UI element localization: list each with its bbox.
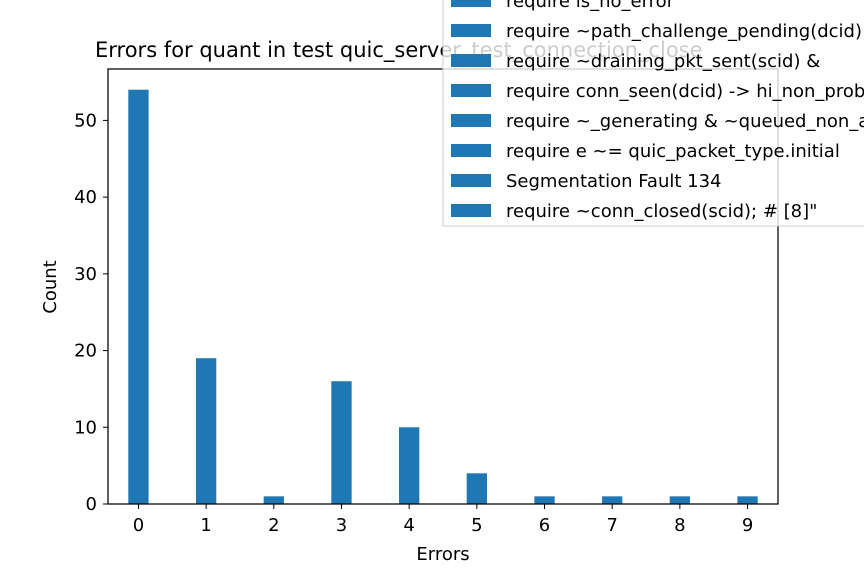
x-tick-label: 0 (133, 515, 144, 536)
legend-label: require conn_seen(dcid) -> hi_non_probin… (506, 81, 864, 102)
legend-label: require ~draining_pkt_sent(scid) & (506, 51, 820, 72)
x-tick-label: 7 (606, 515, 617, 536)
x-tick-label: 6 (539, 515, 550, 536)
legend-label: require ~path_challenge_pending(dcid) (506, 21, 862, 42)
x-tick-label: 9 (742, 515, 753, 536)
bar-5 (466, 473, 487, 504)
x-tick-label: 3 (336, 515, 347, 536)
legend-swatch (451, 144, 491, 157)
x-tick-label: 1 (200, 515, 211, 536)
x-tick-label: 5 (471, 515, 482, 536)
x-tick-label: 4 (403, 515, 414, 536)
bar-2 (263, 496, 284, 504)
y-axis-label: Count (40, 260, 61, 313)
bar-0 (128, 89, 149, 504)
y-tick-label: 10 (74, 417, 97, 438)
legend-label: require ~conn_closed(scid); # [8]" (506, 201, 817, 222)
legend-swatch (451, 84, 491, 97)
bars-group (128, 89, 758, 504)
legend-swatch (451, 114, 491, 127)
legend-swatch (451, 24, 491, 37)
bar-7 (602, 496, 623, 504)
bar-4 (399, 427, 420, 504)
x-axis-label: Errors (416, 544, 469, 565)
y-tick-label: 20 (74, 341, 97, 362)
y-tick-label: 0 (86, 494, 97, 515)
y-tick-label: 30 (74, 264, 97, 285)
legend-label: Segmentation Fault 134 (506, 171, 722, 192)
legend-swatch (451, 54, 491, 67)
bar-1 (195, 358, 217, 504)
legend-swatch (451, 174, 491, 187)
bar-9 (737, 496, 758, 504)
legend-swatch (451, 204, 491, 217)
legend-swatch (451, 0, 491, 7)
x-tick-label: 8 (674, 515, 685, 536)
y-tick-label: 40 (74, 187, 97, 208)
legend-label: require ~_generating & ~queued_non_ack (506, 111, 864, 132)
legend-label: require is_no_error (506, 0, 675, 12)
legend-label: require e ~= quic_packet_type.initial (506, 141, 840, 162)
bar-6 (534, 496, 555, 504)
y-ticks: 0 10 20 30 40 50 (74, 110, 108, 515)
x-tick-label: 2 (268, 515, 279, 536)
bar-3 (331, 381, 352, 504)
x-ticks: 0 1 2 3 4 5 6 7 8 9 (133, 504, 753, 536)
bar-8 (669, 496, 691, 504)
legend-box (442, 0, 864, 227)
y-tick-label: 50 (74, 110, 97, 131)
